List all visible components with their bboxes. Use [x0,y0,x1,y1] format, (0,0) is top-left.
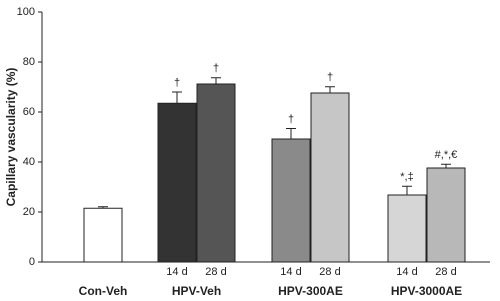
error-bar [325,86,335,93]
sub-label: 28 d [435,266,456,278]
bar [196,83,236,263]
sub-label: 14 d [280,266,301,278]
sub-label: 14 d [166,266,187,278]
group-label: HPV-300AE [278,284,343,298]
annotation: † [213,63,219,75]
error-bar [441,163,451,168]
error-bar [211,77,221,84]
sub-label: 28 d [205,266,226,278]
error-bar [402,185,412,195]
y-tick-label: 0 [29,256,35,268]
annotation: † [174,77,180,89]
error-bar [98,206,108,209]
y-tick-label: 60 [23,106,35,118]
sub-label: 28 d [319,266,340,278]
error-bar [286,128,296,139]
annotation: † [288,113,294,125]
y-tick-label: 80 [23,56,35,68]
annotation: *,‡ [400,171,413,183]
error-bar [172,91,182,104]
bar [387,194,427,263]
bar [271,138,311,263]
annotation: † [327,72,333,84]
y-tick-label: 20 [23,206,35,218]
bar [310,92,350,263]
annotation: #,*,€ [435,149,458,161]
y-axis-label: Capillary vascularity (%) [4,68,18,207]
group-label: HPV-3000AE [391,284,462,298]
bar [426,167,466,263]
y-tick-label: 100 [17,6,35,18]
bar [157,102,197,263]
sub-label: 14 d [396,266,417,278]
group-label: Con-Veh [79,284,128,298]
bar [83,207,123,263]
group-label: HPV-Veh [172,284,221,298]
y-tick-label: 40 [23,156,35,168]
